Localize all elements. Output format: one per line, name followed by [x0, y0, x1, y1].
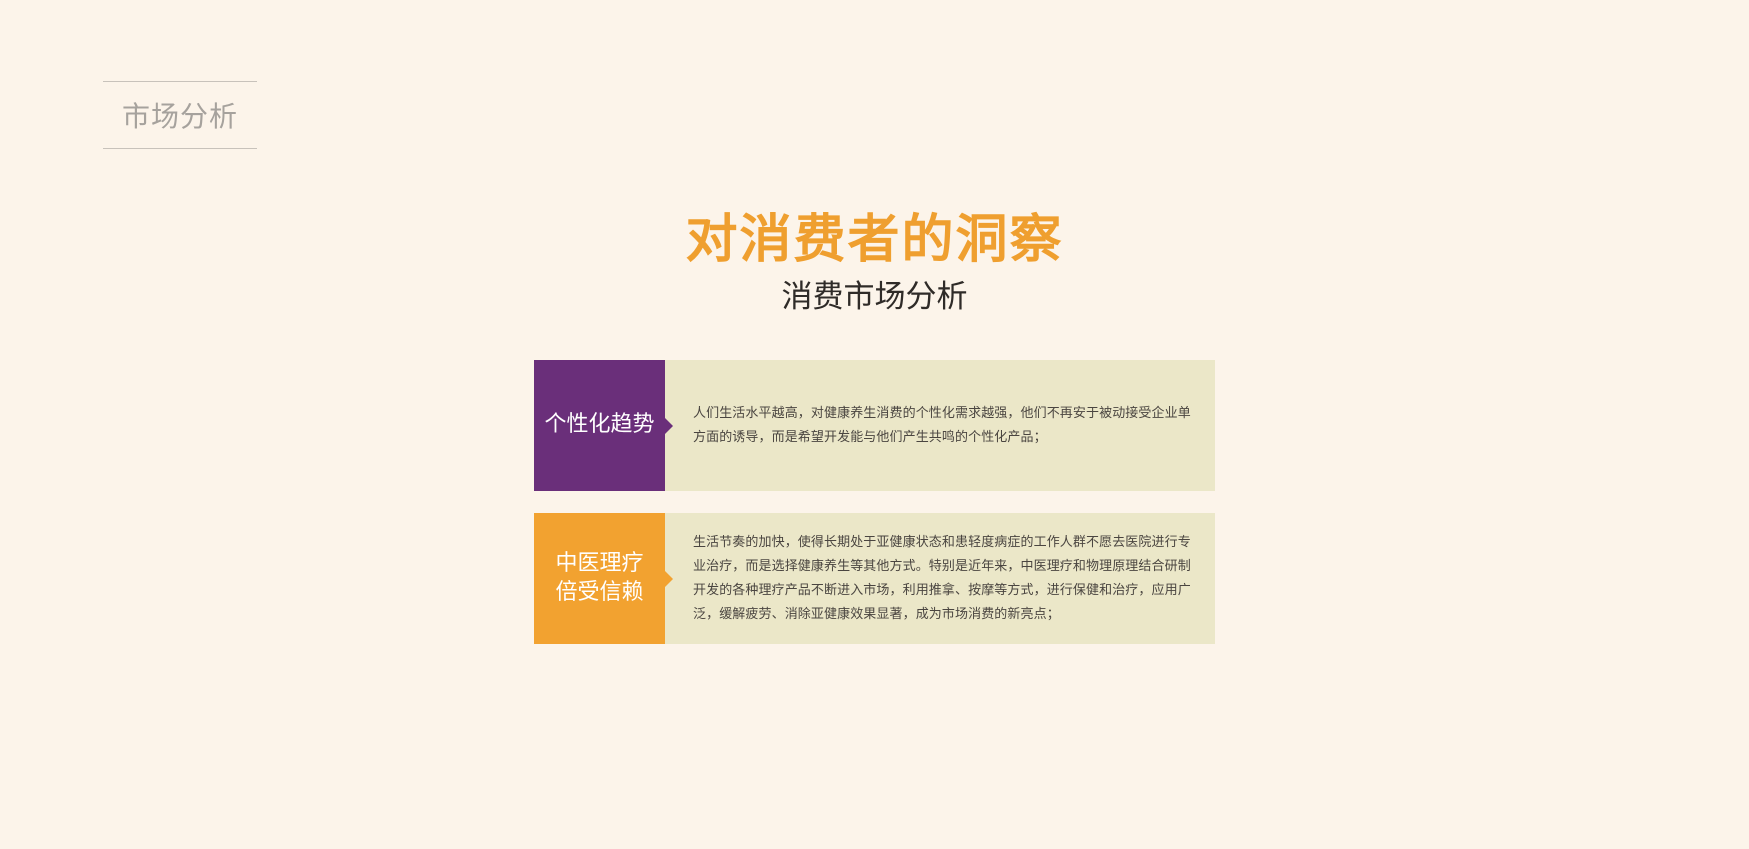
insight-card-label-text: 个性化趋势: [544, 412, 655, 438]
insight-card-personalization: 个性化趋势 人们生活水平越高，对健康养生消费的个性化需求越强，他们不再安于被动接…: [534, 360, 1215, 491]
page-subtitle: 消费市场分析: [781, 279, 968, 315]
section-label-text: 市场分析: [121, 100, 238, 133]
insight-card-text: 生活节奏的加快，使得长期处于亚健康状态和患轻度病症的工作人群不愿去医院进行专业治…: [693, 534, 1191, 622]
insight-card-label-text: 中医理疗 倍受信赖: [555, 550, 644, 605]
insight-card-label: 个性化趋势: [534, 360, 665, 491]
insight-card-text: 人们生活水平越高，对健康养生消费的个性化需求越强，他们不再安于被动接受企业单方面…: [693, 405, 1191, 445]
section-label: 市场分析: [103, 81, 257, 149]
insight-card-label: 中医理疗 倍受信赖: [534, 513, 665, 644]
page-title: 对消费者的洞察: [685, 209, 1064, 270]
insight-card-tcm-therapy: 中医理疗 倍受信赖 生活节奏的加快，使得长期处于亚健康状态和患轻度病症的工作人群…: [534, 513, 1215, 644]
insight-card-body: 生活节奏的加快，使得长期处于亚健康状态和患轻度病症的工作人群不愿去医院进行专业治…: [665, 513, 1215, 644]
insight-card-body: 人们生活水平越高，对健康养生消费的个性化需求越强，他们不再安于被动接受企业单方面…: [665, 360, 1215, 491]
